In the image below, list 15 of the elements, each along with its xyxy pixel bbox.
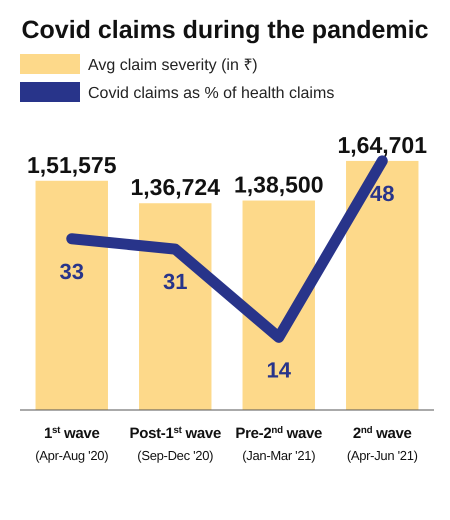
data-label: 31	[163, 269, 188, 294]
x-tick-label: Pre-2$^{nd}$ wave (Jan-Mar '21)	[235, 424, 322, 463]
data-label: 1,38,500	[234, 172, 324, 198]
x-tick-label: Post-1$^{st}$ wave (Sep-Dec '20)	[130, 424, 221, 463]
chart-title: Covid claims during the pandemic	[21, 16, 429, 44]
data-label: 1,51,575	[26, 152, 117, 178]
data-label: 1,36,724	[130, 174, 220, 200]
data-label: 33	[60, 258, 84, 284]
data-label: 1,64,701	[337, 132, 428, 158]
data-label: 48	[370, 180, 394, 206]
x-tick-label: 2$^{nd}$ wave (Apr-Jun '21)	[346, 424, 418, 463]
x-tick-label: 1$^{st}$ wave (Apr-Aug '20)	[35, 424, 108, 463]
legend-label: Covid claims as % of health claims	[88, 85, 334, 102]
data-label: 14	[266, 357, 292, 382]
legend-label: Avg claim severity (in ₹)	[88, 57, 258, 74]
